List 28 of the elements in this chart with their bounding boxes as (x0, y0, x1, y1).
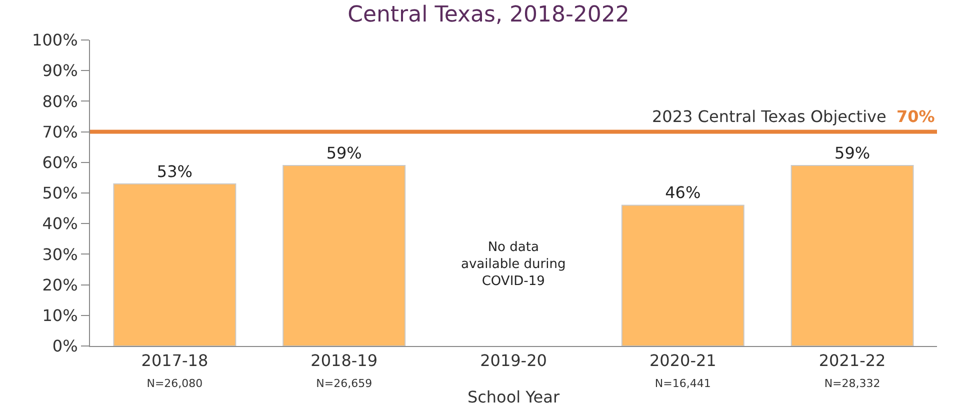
y-tick-label: 20% (42, 275, 78, 294)
y-tick-label: 90% (42, 61, 78, 80)
x-tick-label: 2020-21 N=16,441 (649, 351, 716, 390)
annotation: No data available during COVID-19 (461, 240, 566, 289)
x-tick-label: 2018-19 N=26,659 (310, 351, 378, 390)
data-label: 59% (326, 143, 362, 162)
data-label: 46% (665, 183, 701, 202)
ref-line-label: 2023 Central Texas Objective 70% (652, 107, 935, 126)
x-tick-label: 2017-18 N=26,080 (141, 351, 208, 390)
bar (790, 164, 914, 346)
bar (282, 164, 406, 346)
y-tick-label: 80% (42, 92, 78, 111)
chart-title: Central Texas, 2018-2022 (348, 2, 630, 28)
data-label: 59% (834, 143, 870, 162)
x-tick-label: 2019-20 (480, 351, 547, 370)
y-tick-label: 60% (42, 153, 78, 172)
data-label: 53% (156, 162, 192, 181)
y-tick-label: 40% (42, 214, 78, 234)
bar (621, 204, 744, 346)
y-tick-label: 30% (42, 244, 78, 264)
y-tick-label: 100% (32, 30, 78, 50)
y-tick-label: 0% (52, 336, 78, 356)
x-tick-label: 2021-22 N=28,332 (818, 351, 886, 390)
y-tick-label: 70% (42, 122, 78, 142)
y-tick-label: 50% (42, 184, 78, 203)
bar (113, 183, 236, 346)
x-axis-title: School Year (467, 388, 560, 407)
y-tick-label: 10% (42, 306, 78, 325)
